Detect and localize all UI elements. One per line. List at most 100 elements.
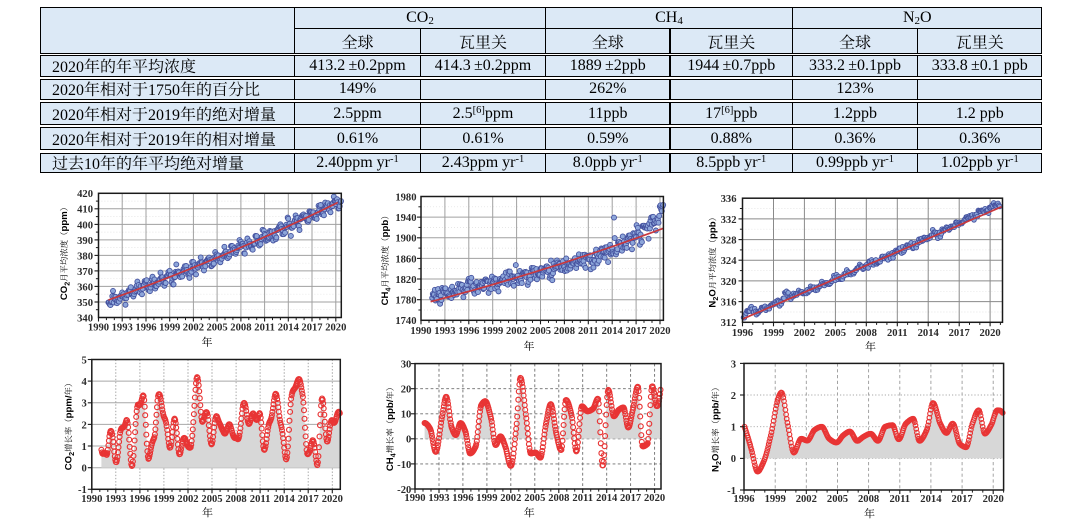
- svg-text:2008: 2008: [226, 494, 247, 505]
- svg-text:20: 20: [401, 385, 412, 396]
- svg-text:30: 30: [401, 360, 412, 371]
- svg-text:2020: 2020: [980, 328, 1001, 339]
- svg-text:2017: 2017: [301, 323, 323, 334]
- svg-text:年: 年: [202, 505, 213, 521]
- svg-text:1999: 1999: [153, 494, 174, 505]
- svg-text:2002: 2002: [796, 494, 817, 505]
- svg-text:1860: 1860: [395, 254, 416, 265]
- svg-text:1820: 1820: [395, 275, 416, 286]
- svg-text:-1: -1: [727, 486, 736, 497]
- svg-text:380: 380: [77, 251, 93, 262]
- svg-text:-1: -1: [78, 485, 87, 496]
- svg-text:1996: 1996: [458, 326, 479, 337]
- svg-text:10: 10: [401, 410, 412, 421]
- svg-text:2014: 2014: [918, 328, 940, 339]
- svg-text:2020: 2020: [325, 323, 346, 334]
- svg-text:2011: 2011: [889, 494, 910, 505]
- svg-text:336: 336: [721, 194, 737, 205]
- svg-text:0: 0: [82, 464, 87, 475]
- svg-text:2005: 2005: [825, 328, 846, 339]
- svg-text:332: 332: [721, 215, 737, 226]
- svg-text:1996: 1996: [733, 494, 754, 505]
- svg-text:360: 360: [77, 282, 93, 293]
- svg-text:2008: 2008: [230, 323, 251, 334]
- svg-text:2017: 2017: [620, 493, 642, 504]
- svg-text:2008: 2008: [548, 493, 569, 504]
- svg-text:年: 年: [202, 334, 213, 350]
- svg-text:1: 1: [82, 442, 87, 453]
- svg-text:420: 420: [77, 189, 93, 200]
- svg-text:0: 0: [731, 454, 736, 465]
- svg-text:0: 0: [406, 435, 411, 446]
- svg-text:1740: 1740: [395, 316, 416, 327]
- svg-text:5: 5: [82, 355, 87, 366]
- svg-text:2017: 2017: [949, 328, 971, 339]
- svg-text:1993: 1993: [428, 493, 449, 504]
- svg-text:1990: 1990: [404, 493, 425, 504]
- svg-text:400: 400: [77, 220, 93, 231]
- svg-text:1980: 1980: [395, 192, 416, 203]
- svg-text:2011: 2011: [250, 494, 271, 505]
- svg-text:CH4增长率（ppb/年）: CH4增长率（ppb/年）: [384, 383, 397, 471]
- svg-text:N2O增长率（ppb/年）: N2O增长率（ppb/年）: [710, 383, 723, 472]
- svg-text:1993: 1993: [105, 494, 126, 505]
- svg-text:2005: 2005: [530, 326, 551, 337]
- svg-text:1900: 1900: [395, 234, 416, 245]
- svg-text:2: 2: [731, 391, 736, 402]
- svg-text:-10: -10: [397, 460, 411, 471]
- svg-text:2008: 2008: [858, 494, 879, 505]
- svg-text:N2O月平均浓度（ppb）: N2O月平均浓度（ppb）: [707, 213, 720, 308]
- svg-text:2020: 2020: [649, 326, 670, 337]
- svg-text:2008: 2008: [554, 326, 575, 337]
- svg-text:1940: 1940: [395, 213, 416, 224]
- svg-text:2002: 2002: [794, 328, 815, 339]
- svg-text:2017: 2017: [626, 326, 648, 337]
- svg-text:2017: 2017: [952, 494, 974, 505]
- svg-text:1996: 1996: [452, 493, 473, 504]
- svg-text:2014: 2014: [596, 493, 618, 504]
- svg-text:1999: 1999: [763, 328, 784, 339]
- svg-text:316: 316: [721, 298, 737, 309]
- svg-text:CO2月平均浓度（ppm）: CO2月平均浓度（ppm）: [58, 203, 71, 300]
- svg-text:1: 1: [731, 423, 736, 434]
- svg-text:350: 350: [77, 298, 93, 309]
- svg-text:2002: 2002: [183, 323, 204, 334]
- svg-text:2014: 2014: [920, 494, 942, 505]
- svg-text:CH4月平均浓度（ppb）: CH4月平均浓度（ppb）: [379, 211, 392, 305]
- svg-text:1990: 1990: [410, 326, 431, 337]
- svg-text:2014: 2014: [274, 494, 296, 505]
- svg-text:340: 340: [77, 313, 93, 324]
- svg-text:2005: 2005: [827, 494, 848, 505]
- svg-text:2017: 2017: [298, 494, 320, 505]
- svg-text:2011: 2011: [887, 328, 908, 339]
- svg-text:1993: 1993: [112, 323, 133, 334]
- svg-text:1999: 1999: [476, 493, 497, 504]
- svg-text:3: 3: [82, 399, 87, 410]
- svg-text:2002: 2002: [500, 493, 521, 504]
- svg-text:328: 328: [721, 236, 737, 247]
- svg-text:年: 年: [865, 339, 876, 355]
- svg-text:2005: 2005: [207, 323, 228, 334]
- svg-text:324: 324: [721, 256, 738, 267]
- svg-text:1996: 1996: [129, 494, 150, 505]
- svg-text:1990: 1990: [88, 323, 109, 334]
- svg-text:1993: 1993: [434, 326, 455, 337]
- svg-text:2011: 2011: [578, 326, 599, 337]
- svg-text:2011: 2011: [254, 323, 275, 334]
- svg-text:2005: 2005: [201, 494, 222, 505]
- svg-text:年: 年: [864, 506, 875, 522]
- svg-text:312: 312: [721, 318, 737, 329]
- svg-text:2005: 2005: [524, 493, 545, 504]
- svg-text:3: 3: [731, 359, 736, 370]
- svg-text:2002: 2002: [506, 326, 527, 337]
- svg-text:320: 320: [721, 277, 737, 288]
- svg-text:1996: 1996: [135, 323, 156, 334]
- svg-text:1999: 1999: [159, 323, 180, 334]
- svg-text:1999: 1999: [765, 494, 786, 505]
- svg-text:-20: -20: [397, 485, 411, 496]
- svg-text:390: 390: [77, 236, 93, 247]
- svg-text:2014: 2014: [278, 323, 300, 334]
- svg-text:2014: 2014: [602, 326, 624, 337]
- svg-text:370: 370: [77, 267, 93, 278]
- svg-text:2011: 2011: [572, 493, 593, 504]
